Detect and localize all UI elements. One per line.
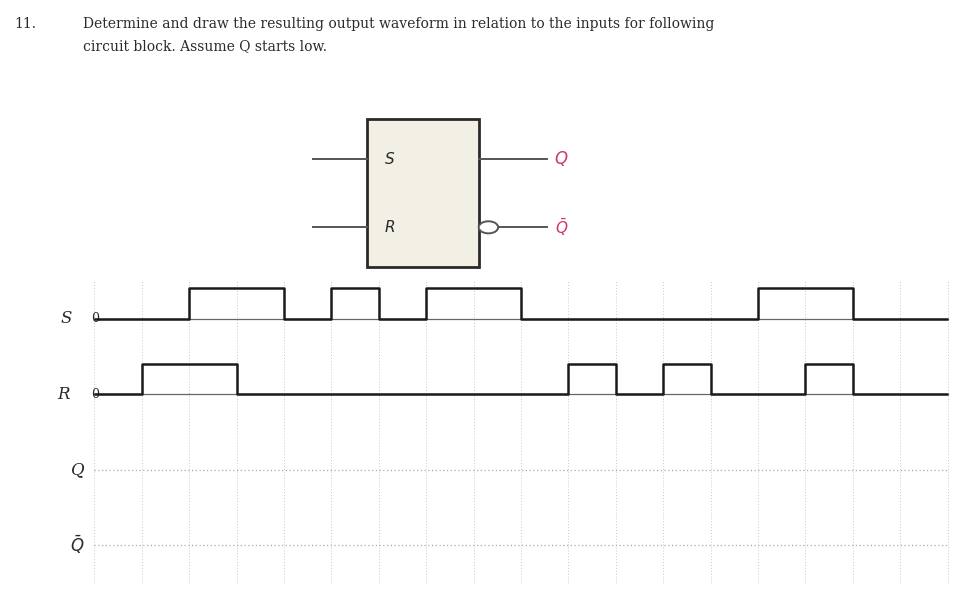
Bar <box>367 119 478 267</box>
Text: S: S <box>385 152 394 167</box>
Text: Determine and draw the resulting output waveform in relation to the inputs for f: Determine and draw the resulting output … <box>83 17 714 31</box>
Text: R: R <box>385 220 395 235</box>
Text: R: R <box>57 385 70 403</box>
Text: $\bar{Q}$: $\bar{Q}$ <box>554 217 568 238</box>
Text: circuit block. Assume Q starts low.: circuit block. Assume Q starts low. <box>83 39 327 53</box>
Text: 11.: 11. <box>15 17 37 31</box>
Text: $\bar{Q}$: $\bar{Q}$ <box>70 534 85 556</box>
Circle shape <box>478 221 499 233</box>
Text: Q: Q <box>554 150 568 169</box>
Text: 0: 0 <box>91 388 99 400</box>
Text: 0: 0 <box>91 312 99 325</box>
Text: S: S <box>60 310 72 327</box>
Text: Q: Q <box>71 461 85 478</box>
